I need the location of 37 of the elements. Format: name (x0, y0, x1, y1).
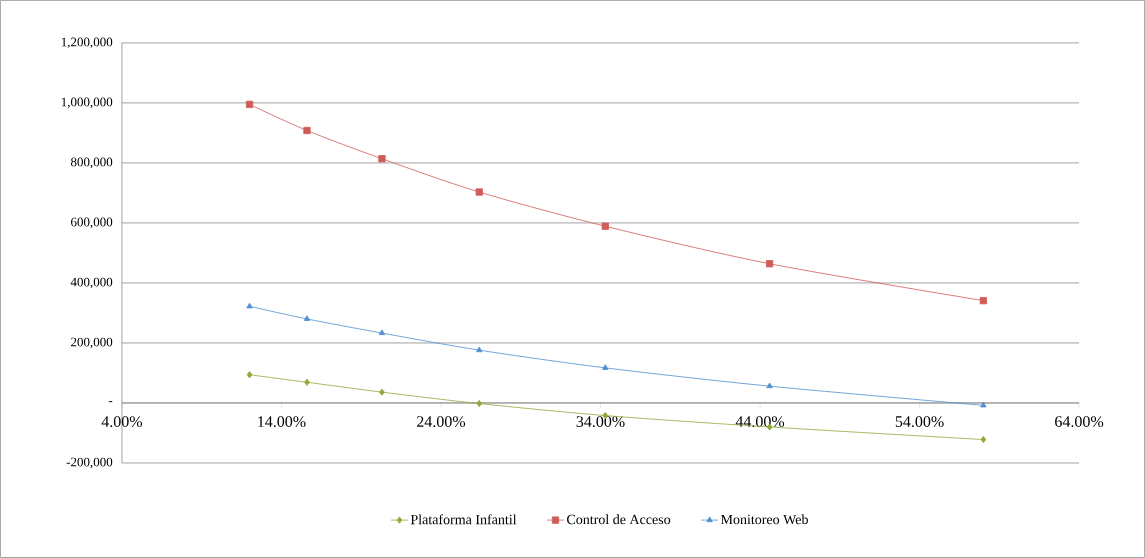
y-tick-label: 800,000 (70, 157, 113, 169)
x-tick-label: 64.00% (1055, 416, 1104, 428)
y-tick-label: 1,000,000 (61, 97, 113, 109)
x-tick-label: 34.00% (576, 416, 625, 428)
x-tick-label: 54.00% (895, 416, 944, 428)
point (475, 188, 483, 196)
x-tick-label: 24.00% (417, 416, 466, 428)
legend-label: Plataforma Infantil (410, 514, 517, 525)
point (304, 378, 310, 386)
point (246, 371, 253, 379)
point (766, 382, 773, 389)
y-tick-label: 200,000 (71, 337, 113, 349)
y-tick-label: 600,000 (71, 217, 113, 229)
point (246, 302, 253, 309)
point (303, 126, 311, 135)
legend-label: Monitoreo Web (720, 514, 808, 525)
point (980, 401, 987, 408)
point (602, 364, 609, 370)
point (601, 222, 609, 230)
point (378, 329, 386, 336)
point (378, 155, 386, 163)
point (303, 315, 311, 321)
point (476, 346, 483, 353)
y-tick-label: 1,200,000 (61, 37, 113, 49)
point (245, 100, 254, 109)
point (766, 260, 774, 268)
y-tick-label: 400,000 (70, 277, 113, 289)
x-tick-label: 4.00% (101, 416, 143, 428)
x-tick-label: 44.00% (735, 416, 785, 428)
y-tick-label: - (108, 401, 113, 403)
y-tick-label: -200,000 (66, 457, 113, 469)
point (476, 400, 483, 408)
point (379, 388, 385, 396)
legend-label: Control de Acceso (567, 514, 671, 525)
x-tick-label: 14.00% (258, 416, 306, 428)
point (980, 436, 987, 444)
point (979, 297, 987, 305)
